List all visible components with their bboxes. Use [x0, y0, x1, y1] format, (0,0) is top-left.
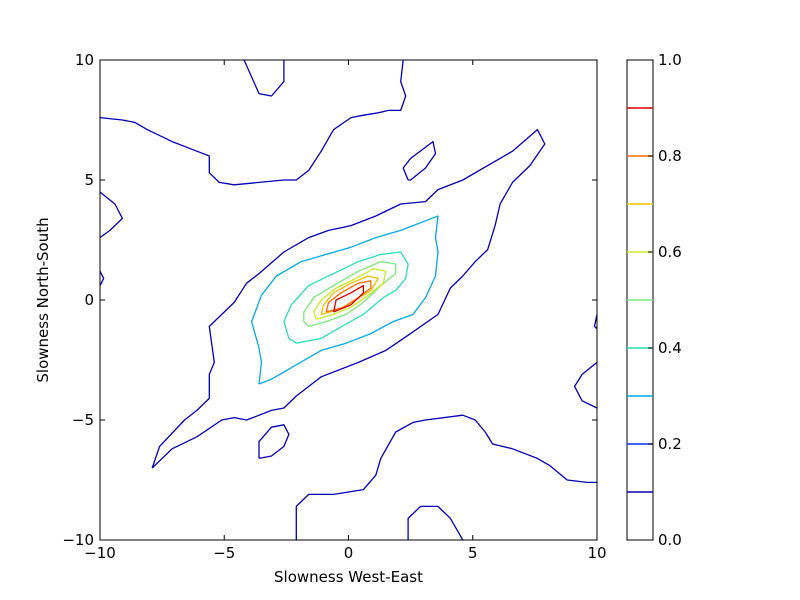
contour-line-0-1-6 [258, 424, 290, 460]
x-axis-label: Slowness West-East [274, 568, 423, 586]
contour-line-0-1-4 [402, 140, 437, 181]
contour-line-0-1-5 [151, 128, 546, 469]
contour-line-0-1-1 [100, 60, 407, 186]
colorbar: 0.0 0.2 0.4 0.6 0.8 1.0 [626, 51, 682, 549]
contour-line-0-5-13 [303, 260, 397, 328]
x-axis: −10 −5 0 5 10 [84, 60, 607, 562]
y-tick-label: −10 [62, 531, 94, 549]
contour-line-0-3-11 [250, 215, 439, 385]
colorbar-tick-label: 0.8 [658, 147, 682, 165]
contour-line-0-1-9 [593, 314, 597, 330]
y-tick-label: −5 [72, 411, 94, 429]
x-tick-label: −10 [84, 544, 116, 562]
contour-line-0-8-16 [325, 280, 372, 313]
x-tick-label: 5 [468, 544, 478, 562]
plot-area-frame [99, 59, 598, 541]
x-tick-label: −5 [213, 544, 235, 562]
contour-line-0-6-14 [313, 268, 387, 320]
contour-line-0-4-12 [283, 251, 409, 344]
colorbar-tick-label: 0.2 [658, 435, 682, 453]
colorbar-tick-label: 0.6 [658, 243, 682, 261]
contour-line-0-1-10 [407, 505, 464, 540]
y-axis: −10 −5 0 5 10 [62, 51, 597, 549]
contour-line-0-1-8 [573, 361, 597, 409]
colorbar-tick-label: 1.0 [658, 51, 682, 69]
colorbar-tick-label: 0.0 [658, 531, 682, 549]
y-tick-label: 10 [75, 51, 94, 69]
y-axis-label: Slowness North-South [34, 217, 52, 382]
contour-lines [100, 60, 597, 540]
contour-line-0-1-0 [243, 60, 285, 97]
contour-line-0-1-2 [100, 191, 124, 239]
contour-line-0-9-17 [332, 284, 365, 313]
y-tick-label: 0 [84, 291, 94, 309]
y-tick-label: 5 [84, 171, 94, 189]
contour-line-0-1-3 [100, 270, 105, 286]
contour-line-0-1-7 [295, 414, 597, 540]
x-tick-label: 0 [344, 544, 354, 562]
x-tick-label: 10 [587, 544, 606, 562]
colorbar-tick-label: 0.4 [658, 339, 682, 357]
